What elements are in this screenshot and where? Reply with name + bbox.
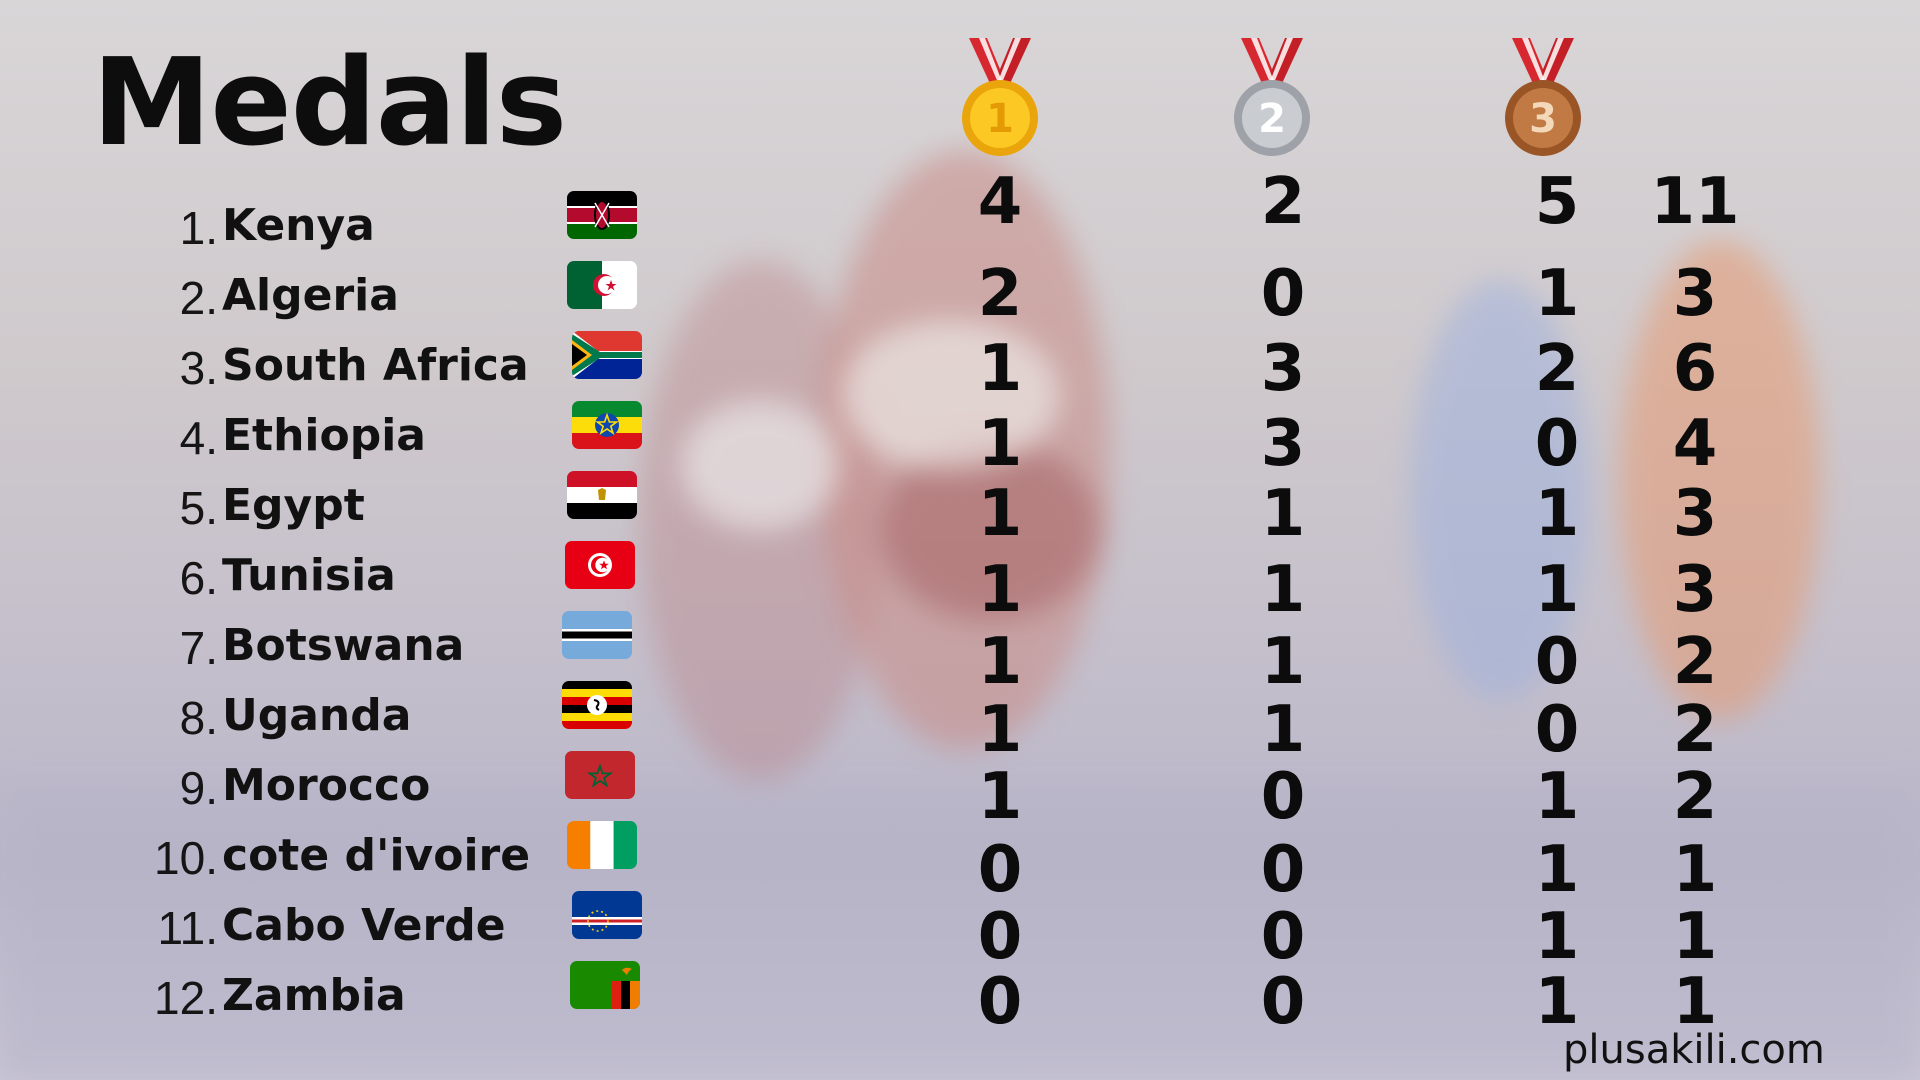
bronze-count: 1 [1534, 257, 1580, 331]
silver-count: 1 [1260, 625, 1306, 699]
page-title: Medals [92, 34, 567, 173]
silver-count: 0 [1260, 900, 1306, 974]
country-name: Uganda [222, 690, 412, 741]
bronze-count: 0 [1534, 625, 1580, 699]
bronze-count: 2 [1534, 332, 1580, 406]
gold-medal-numeral: 1 [986, 96, 1014, 142]
country-name: cote d'ivoire [222, 830, 531, 881]
background-runner-shorts [880, 440, 1100, 620]
tunisia-flag-icon [565, 541, 635, 589]
silver-medal-icon: 2 [1234, 38, 1310, 156]
gold-count: 0 [977, 965, 1023, 1039]
silver-count: 1 [1260, 693, 1306, 767]
silver-count: 1 [1260, 553, 1306, 627]
bronze-count: 5 [1534, 165, 1580, 239]
rank-number: 9. [179, 762, 218, 814]
country-name: Tunisia [222, 550, 396, 601]
total-count: 1 [1672, 900, 1718, 974]
silver-count: 1 [1260, 477, 1306, 551]
total-count: 1 [1672, 833, 1718, 907]
silver-count: 3 [1260, 332, 1306, 406]
silver-count: 3 [1260, 407, 1306, 481]
south-africa-flag-icon [572, 331, 642, 379]
rank-number: 12. [154, 972, 218, 1024]
rank-number: 2. [179, 272, 218, 324]
country-name: Cabo Verde [222, 900, 506, 951]
gold-count: 0 [977, 833, 1023, 907]
gold-count: 1 [977, 625, 1023, 699]
rank-number: 11. [157, 902, 218, 954]
uganda-flag-icon [562, 681, 632, 729]
cabo-verde-flag-icon [572, 891, 642, 939]
ethiopia-flag-icon [572, 401, 642, 449]
gold-count: 1 [977, 332, 1023, 406]
total-count: 4 [1672, 407, 1718, 481]
silver-count: 0 [1260, 257, 1306, 331]
bronze-count: 0 [1534, 407, 1580, 481]
gold-count: 4 [977, 165, 1023, 239]
rank-number: 3. [179, 342, 218, 394]
bronze-count: 1 [1534, 760, 1580, 834]
rank-number: 4. [179, 412, 218, 464]
background-runner-orange [1620, 240, 1820, 720]
total-count: 6 [1672, 332, 1718, 406]
cote-divoire-flag-icon [567, 821, 637, 869]
country-name: Ethiopia [222, 410, 426, 461]
silver-count: 0 [1260, 833, 1306, 907]
silver-count: 0 [1260, 760, 1306, 834]
country-name: Kenya [222, 200, 375, 251]
total-count: 11 [1650, 165, 1740, 239]
rank-number: 1. [179, 202, 218, 254]
total-count: 2 [1672, 693, 1718, 767]
total-count: 2 [1672, 625, 1718, 699]
country-name: Botswana [222, 620, 465, 671]
total-count: 1 [1672, 965, 1718, 1039]
gold-count: 0 [977, 900, 1023, 974]
country-name: Morocco [222, 760, 431, 811]
bronze-count: 1 [1534, 833, 1580, 907]
bronze-count: 1 [1534, 477, 1580, 551]
gold-medal-icon: 1 [962, 38, 1038, 156]
rank-number: 10. [154, 832, 218, 884]
algeria-flag-icon [567, 261, 637, 309]
background-runner-blue [1410, 280, 1590, 700]
silver-count: 0 [1260, 965, 1306, 1039]
country-name: Zambia [222, 970, 406, 1021]
kenya-flag-icon [567, 191, 637, 239]
country-name: Algeria [222, 270, 399, 321]
gold-count: 1 [977, 477, 1023, 551]
rank-number: 6. [179, 552, 218, 604]
bronze-medal-icon: 3 [1505, 38, 1581, 156]
background-bib-left [680, 400, 840, 530]
morocco-flag-icon [565, 751, 635, 799]
bronze-count: 1 [1534, 900, 1580, 974]
bronze-count: 1 [1534, 553, 1580, 627]
gold-count: 1 [977, 553, 1023, 627]
total-count: 3 [1672, 553, 1718, 627]
bronze-count: 0 [1534, 693, 1580, 767]
rank-number: 5. [179, 482, 218, 534]
silver-medal-numeral: 2 [1258, 96, 1286, 142]
silver-count: 2 [1260, 165, 1306, 239]
egypt-flag-icon [567, 471, 637, 519]
background-bib-center [840, 320, 1060, 470]
total-count: 3 [1672, 477, 1718, 551]
rank-number: 7. [179, 622, 218, 674]
country-name: South Africa [222, 340, 529, 391]
gold-count: 1 [977, 407, 1023, 481]
rank-number: 8. [179, 692, 218, 744]
total-count: 3 [1672, 257, 1718, 331]
zambia-flag-icon [570, 961, 640, 1009]
watermark: plusakili.com [1563, 1027, 1825, 1073]
bronze-count: 1 [1534, 965, 1580, 1039]
gold-count: 2 [977, 257, 1023, 331]
total-count: 2 [1672, 760, 1718, 834]
country-name: Egypt [222, 480, 365, 531]
gold-count: 1 [977, 760, 1023, 834]
gold-count: 1 [977, 693, 1023, 767]
bronze-medal-numeral: 3 [1529, 96, 1557, 142]
botswana-flag-icon [562, 611, 632, 659]
background-track [0, 780, 1920, 1080]
